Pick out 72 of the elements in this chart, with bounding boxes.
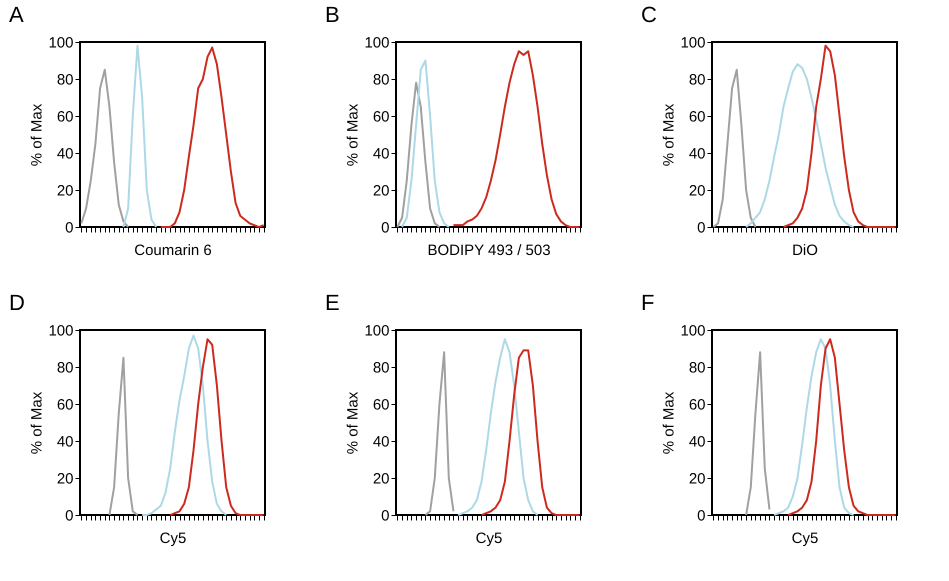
line-series	[782, 44, 897, 228]
x-axis-title: Cy5	[792, 530, 818, 547]
y-tick-label: 100	[364, 34, 390, 52]
x-axis-title: Coumarin 6	[134, 242, 212, 259]
y-tick-label: 80	[372, 72, 390, 88]
y-tick-label: 80	[56, 72, 74, 88]
y-tick-label: 40	[56, 434, 74, 450]
line-series	[745, 63, 855, 228]
y-tick-label: 60	[688, 396, 706, 414]
y-tick-label: 60	[372, 108, 390, 126]
y-axis-title: % of Max	[344, 391, 362, 454]
line-series	[108, 356, 138, 516]
chart-title: D	[8, 290, 25, 315]
y-tick-label: 60	[372, 396, 390, 414]
line-series	[457, 338, 539, 516]
chart-title: A	[8, 2, 24, 27]
x-axis-title: Cy5	[476, 530, 502, 547]
line-series	[480, 349, 581, 516]
y-tick-label: 100	[364, 322, 390, 340]
y-tick-label: 80	[372, 360, 390, 376]
y-tick-label: 0	[381, 508, 390, 524]
y-tick-label: 100	[680, 322, 706, 340]
y-axis-title: % of Max	[28, 391, 46, 454]
x-axis-title: BODIPY 493 / 503	[427, 242, 551, 259]
y-tick-label: 0	[65, 220, 74, 236]
chart-title: B	[324, 2, 340, 27]
y-tick-label: 80	[56, 360, 74, 376]
y-tick-label: 20	[372, 470, 390, 488]
y-tick-label: 80	[688, 360, 706, 376]
y-tick-label: 20	[688, 470, 706, 488]
y-tick-label: 100	[48, 322, 74, 340]
line-series	[424, 351, 454, 516]
y-tick-label: 60	[56, 108, 74, 126]
y-tick-label: 0	[65, 508, 74, 524]
line-series	[169, 338, 265, 516]
y-tick-label: 20	[56, 470, 74, 488]
y-tick-label: 20	[56, 182, 74, 200]
line-series	[396, 82, 440, 228]
x-axis-title: DiO	[792, 242, 818, 259]
y-tick-label: 40	[56, 146, 74, 162]
line-series	[787, 338, 897, 516]
y-tick-label: 20	[372, 182, 390, 200]
y-tick-label: 60	[56, 396, 74, 414]
y-tick-label: 60	[688, 108, 706, 126]
line-series	[141, 334, 228, 516]
y-tick-label: 20	[688, 182, 706, 200]
chart-title: E	[324, 290, 340, 315]
chart-title: F	[640, 290, 654, 315]
line-series	[452, 50, 581, 228]
line-series	[401, 60, 450, 228]
y-axis-title: % of Max	[344, 103, 362, 166]
y-tick-label: 40	[688, 146, 706, 162]
y-tick-label: 0	[381, 220, 390, 236]
y-tick-label: 40	[372, 434, 390, 450]
y-tick-label: 100	[680, 34, 706, 52]
line-series	[80, 68, 130, 228]
line-series	[773, 338, 855, 516]
y-tick-label: 80	[688, 72, 706, 88]
y-tick-label: 0	[697, 508, 706, 524]
y-tick-label: 100	[48, 34, 74, 52]
chart-title: C	[640, 2, 657, 27]
y-axis-title: % of Max	[660, 391, 678, 454]
y-tick-label: 40	[688, 434, 706, 450]
y-axis-title: % of Max	[660, 103, 678, 166]
y-tick-label: 0	[697, 220, 706, 236]
line-series	[712, 68, 756, 228]
x-axis-title: Cy5	[160, 530, 186, 547]
line-series	[160, 46, 265, 228]
y-tick-label: 40	[372, 146, 390, 162]
y-axis-title: % of Max	[28, 103, 46, 166]
line-series	[745, 351, 770, 516]
line-series	[122, 44, 158, 228]
